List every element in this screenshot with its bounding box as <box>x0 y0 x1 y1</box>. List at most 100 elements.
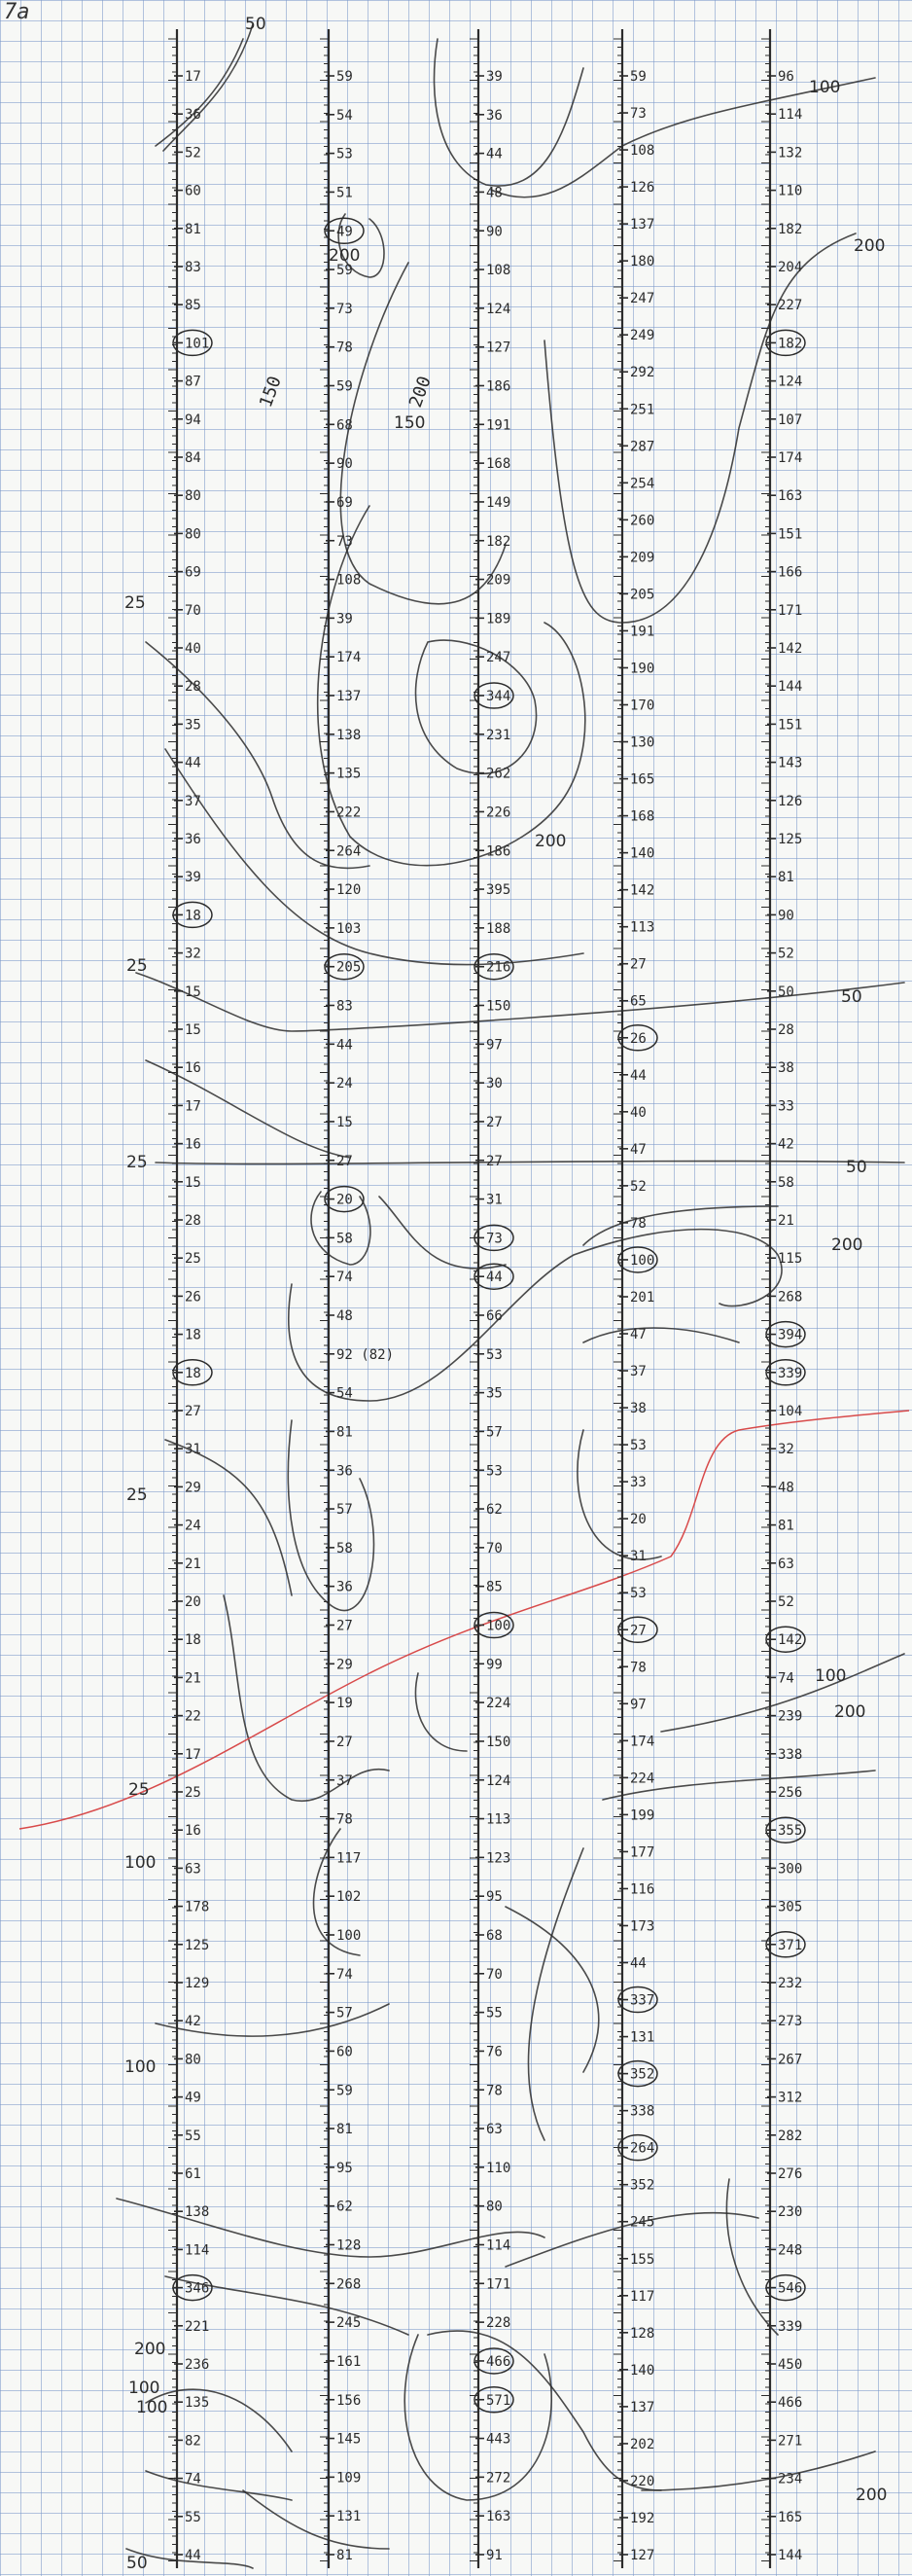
contour-line <box>155 38 244 147</box>
circled-reading <box>172 901 213 929</box>
reading-value: 54 <box>336 108 353 124</box>
contour-line <box>164 1439 293 1596</box>
reading-value: 80 <box>185 488 201 504</box>
reading-value: 126 <box>778 794 802 809</box>
reading-value: 205 <box>630 587 654 602</box>
reading-value: 312 <box>778 2091 802 2106</box>
reading-value: 232 <box>778 1976 802 1991</box>
reading-value: 117 <box>336 1850 361 1866</box>
reading-value: 142 <box>630 883 654 899</box>
reading-value: 231 <box>486 728 510 743</box>
contour-line <box>403 2334 552 2501</box>
contour-level-label: 50 <box>245 15 266 34</box>
contour-level-label: 200 <box>134 2340 165 2359</box>
reading-value: 94 <box>185 412 201 428</box>
reading-value: 15 <box>185 984 201 1000</box>
reading-value: 16 <box>185 1137 201 1153</box>
reading-value: 36 <box>185 832 201 847</box>
reading-value: 91 <box>486 2548 503 2563</box>
reading-value: 65 <box>630 994 647 1010</box>
contour-level-label: 200 <box>535 832 566 851</box>
reading-value: 466 <box>486 2354 510 2370</box>
reading-value: 95 <box>486 1889 503 1905</box>
reading-value: 80 <box>185 2052 201 2067</box>
circled-reading <box>617 2059 658 2088</box>
reading-value: 199 <box>630 1807 654 1823</box>
contour-line <box>155 1160 905 1165</box>
reading-value: 24 <box>336 1076 353 1091</box>
reading-value: 466 <box>778 2395 802 2411</box>
reading-value: 102 <box>336 1889 361 1905</box>
reading-value: 443 <box>486 2432 510 2448</box>
reading-value: 230 <box>778 2204 802 2220</box>
contour-line <box>414 639 538 774</box>
reading-value: 138 <box>336 728 361 743</box>
reading-value: 282 <box>778 2129 802 2144</box>
reading-value: 25 <box>185 1251 201 1267</box>
reading-value: 221 <box>185 2319 209 2335</box>
reading-value: 264 <box>336 843 361 859</box>
contour-line <box>164 2275 409 2336</box>
reading-value: 37 <box>630 1364 647 1379</box>
reading-value: 352 <box>630 2067 654 2083</box>
reading-value: 248 <box>778 2242 802 2258</box>
contour-line <box>312 1828 361 1956</box>
reading-value: 168 <box>486 456 510 472</box>
reading-value: 90 <box>486 224 503 239</box>
circled-reading <box>765 1626 806 1653</box>
reading-value: 27 <box>336 1735 353 1750</box>
reading-value: 137 <box>630 217 654 233</box>
reading-value: 15 <box>185 1022 201 1038</box>
reading-value: 180 <box>630 254 654 269</box>
reading-value: 188 <box>486 921 510 937</box>
reading-value: 27 <box>630 1623 647 1638</box>
reading-value: 96 <box>778 69 794 85</box>
reading-value: 37 <box>185 794 201 809</box>
reading-value: 73 <box>336 534 353 550</box>
reading-value: 150 <box>486 999 510 1015</box>
reading-value: 151 <box>778 526 802 542</box>
reading-value: 18 <box>185 1632 201 1648</box>
circled-reading <box>324 1185 365 1213</box>
reading-value: 114 <box>486 2238 510 2254</box>
reading-value: 58 <box>336 1231 353 1246</box>
reading-value: 36 <box>336 1463 353 1479</box>
reading-value: 87 <box>185 375 201 390</box>
reading-value: 155 <box>630 2252 654 2268</box>
reading-value: 28 <box>778 1022 794 1038</box>
reading-value: 57 <box>486 1424 503 1440</box>
reading-value: 173 <box>630 1918 654 1934</box>
reading-value: 109 <box>336 2470 361 2486</box>
reading-value: 27 <box>630 957 647 973</box>
reading-value: 256 <box>778 1785 802 1801</box>
contour-line <box>162 23 254 152</box>
contour-line <box>316 505 586 867</box>
reading-value: 292 <box>630 365 654 380</box>
contour-level-label: 150 <box>394 413 425 433</box>
reading-value: 60 <box>336 2044 353 2059</box>
reading-value: 182 <box>486 534 510 550</box>
reading-value: 25 <box>185 1785 201 1801</box>
reading-value: 338 <box>630 2104 654 2120</box>
reading-column: 5973108126137180247249292251287254260209… <box>614 29 658 2568</box>
contour-level-label: 25 <box>126 1485 148 1505</box>
reading-value: 110 <box>486 2161 510 2176</box>
reading-value: 226 <box>486 805 510 820</box>
circled-reading <box>474 1263 514 1290</box>
reading-value: 131 <box>630 2030 654 2046</box>
contour-line <box>337 213 385 278</box>
reading-value: 27 <box>336 1619 353 1634</box>
circled-reading <box>617 1616 658 1644</box>
reading-value: 53 <box>486 1463 503 1479</box>
reading-value: 339 <box>778 2319 802 2335</box>
reading-value: 76 <box>486 2044 503 2059</box>
contour-level-label: 100 <box>124 1853 156 1873</box>
reading-value: 546 <box>778 2281 802 2297</box>
reading-value: 260 <box>630 513 654 528</box>
contour-level-label: 50 <box>841 987 862 1007</box>
reading-value: 39 <box>336 611 353 626</box>
contour-line <box>310 1191 371 1266</box>
reading-value: 53 <box>630 1586 647 1601</box>
reading-value: 107 <box>778 412 802 428</box>
